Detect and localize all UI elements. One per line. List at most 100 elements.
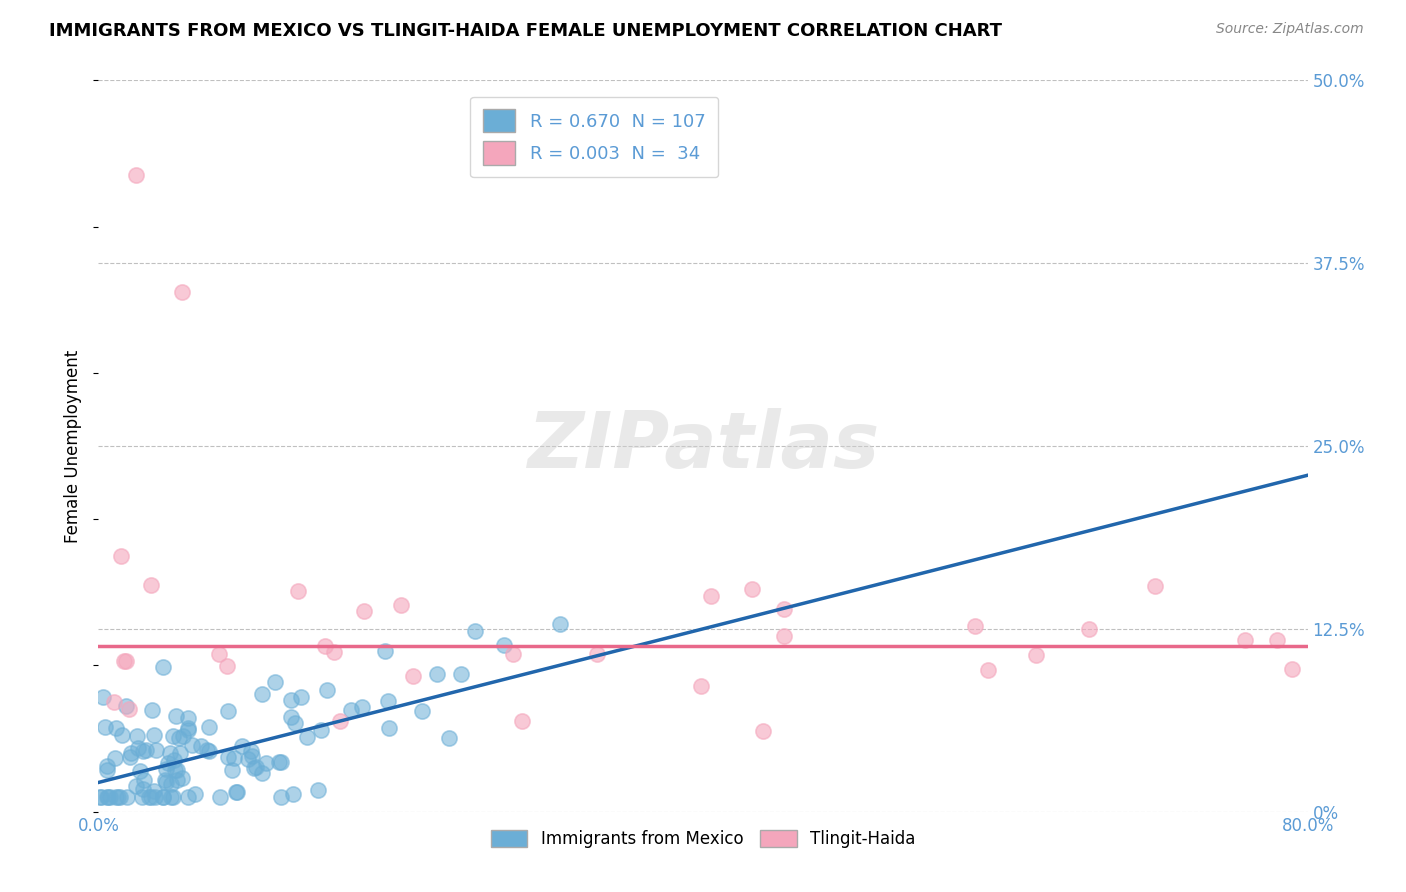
Point [132,772,155,787]
Point [177,790,200,805]
Point [170,285,193,300]
Point [699,589,721,603]
Point [105,790,128,805]
Point [240,744,263,758]
Point [96,759,118,773]
Text: IMMIGRANTS FROM MEXICO VS TLINGIT-HAIDA FEMALE UNEMPLOYMENT CORRELATION CHART: IMMIGRANTS FROM MEXICO VS TLINGIT-HAIDA … [49,22,1002,40]
Point [215,659,238,673]
Point [307,783,329,797]
Point [439,731,461,746]
Point [280,710,302,724]
Point [152,790,174,805]
Point [287,584,309,599]
Point [352,699,374,714]
Point [284,715,307,730]
Point [152,660,174,674]
Point [153,773,176,788]
Point [217,750,239,764]
Point [141,578,163,592]
Point [135,743,157,757]
Point [267,755,290,769]
Point [198,720,221,734]
Point [283,788,305,802]
Point [374,644,396,658]
Point [107,790,129,805]
Point [548,617,571,632]
Point [94,720,117,734]
Point [165,709,187,723]
Point [89,790,111,805]
Point [690,680,713,694]
Point [104,722,127,736]
Point [172,729,194,743]
Point [96,790,118,805]
Point [145,743,167,757]
Point [353,604,375,618]
Point [110,790,132,805]
Point [125,779,148,793]
Point [309,723,332,737]
Legend: Immigrants from Mexico, Tlingit-Haida: Immigrants from Mexico, Tlingit-Haida [484,823,922,855]
Point [162,729,184,743]
Point [773,601,796,615]
Point [1267,632,1289,647]
Point [90,790,112,805]
Point [177,711,200,725]
Point [585,647,607,661]
Point [139,790,162,805]
Point [323,645,346,659]
Point [264,675,287,690]
Point [280,693,302,707]
Point [270,790,292,805]
Point [339,703,361,717]
Point [162,753,184,767]
Point [167,731,190,745]
Point [97,790,120,805]
Point [195,743,218,757]
Text: Source: ZipAtlas.com: Source: ZipAtlas.com [1216,22,1364,37]
Point [510,714,533,728]
Point [110,549,132,563]
Point [159,746,181,760]
Point [250,766,273,780]
Point [250,687,273,701]
Point [209,790,232,805]
Point [314,640,336,654]
Point [315,683,337,698]
Point [208,648,231,662]
Point [240,748,263,763]
Point [177,721,200,735]
Point [772,629,794,643]
Point [741,582,763,596]
Point [378,721,401,735]
Point [127,729,149,743]
Point [492,638,515,652]
Point [243,761,266,775]
Point [132,744,155,758]
Point [127,741,149,756]
Point [198,744,221,758]
Point [502,647,524,661]
Point [96,764,118,778]
Point [155,762,177,776]
Point [138,790,160,805]
Point [117,790,139,805]
Point [93,690,115,704]
Point [114,654,136,668]
Point [450,666,472,681]
Point [115,654,138,668]
Point [270,755,292,769]
Point [131,790,153,805]
Point [177,723,200,737]
Point [221,763,243,777]
Point [98,790,121,805]
Point [329,714,352,728]
Point [226,785,249,799]
Point [965,619,987,633]
Point [231,739,253,753]
Point [225,785,247,799]
Point [389,598,412,612]
Point [162,790,184,805]
Point [217,705,239,719]
Point [181,738,204,752]
